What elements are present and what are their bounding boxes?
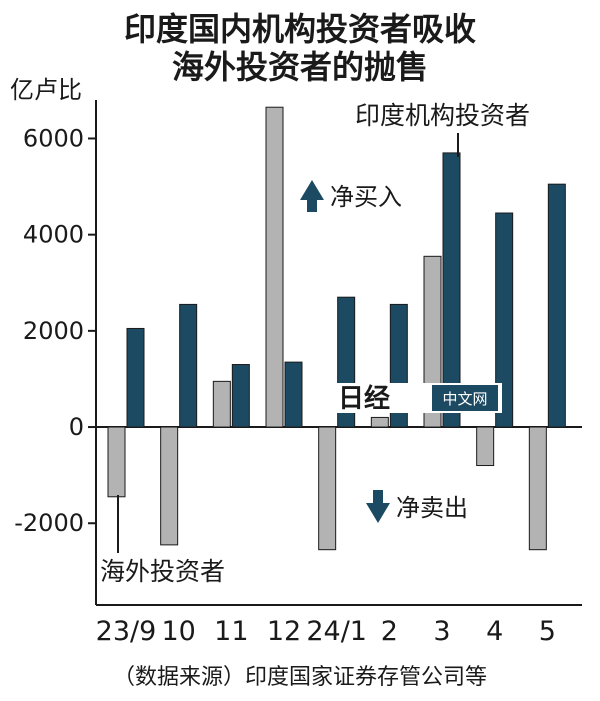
- down-arrow-icon: [366, 490, 390, 523]
- x-tick-label: 12: [267, 616, 301, 647]
- bar-domestic-2: [231, 364, 250, 428]
- x-tick-label: 10: [161, 616, 195, 647]
- up-arrow-icon: [300, 180, 324, 212]
- bar-domestic-1: [179, 303, 198, 428]
- bar-domestic-3: [284, 361, 303, 428]
- chart-title-line2: 海外投资者的抛售: [172, 48, 428, 86]
- bar-foreign-0: [107, 426, 126, 498]
- net-buy-annotation: 净买入: [300, 180, 402, 212]
- bar-foreign-7: [476, 426, 495, 467]
- y-tick-label: -2000: [14, 509, 84, 537]
- watermark-logo: 日经: [338, 383, 390, 414]
- net-buy-label: 净买入: [330, 183, 402, 211]
- bars: [107, 106, 566, 551]
- x-tick-label: 4: [486, 616, 503, 647]
- bar-domestic-0: [126, 327, 145, 428]
- bar-foreign-8: [528, 426, 547, 551]
- legend-label-foreign: 海外投资者: [100, 557, 225, 586]
- source-note: （数据来源）印度国家证券存管公司等: [113, 665, 487, 690]
- x-axis-ticks: 23/9 10 11 12 24/1 2 3 4 5: [96, 616, 556, 647]
- net-sell-annotation: 净卖出: [366, 490, 468, 523]
- bar-foreign-2: [212, 380, 231, 428]
- x-tick-label: 11: [214, 616, 248, 647]
- x-tick-label: 2: [381, 616, 398, 647]
- x-tick-label: 24/1: [306, 616, 367, 647]
- bar-foreign-3: [265, 106, 284, 428]
- x-tick-label: 23/9: [96, 616, 157, 647]
- y-tick-label: 2000: [23, 317, 84, 345]
- watermark-badge: [432, 385, 498, 411]
- bar-domestic-7: [495, 212, 514, 428]
- bar-foreign-1: [160, 426, 179, 546]
- y-tick-label: 0: [69, 413, 84, 441]
- bar-foreign-4: [318, 426, 337, 551]
- y-tick-label: 4000: [23, 221, 84, 249]
- x-tick-label: 5: [539, 616, 556, 647]
- bar-domestic-6: [442, 152, 461, 428]
- net-sell-label: 净卖出: [396, 494, 468, 522]
- legend-label-domestic: 印度机构投资者: [355, 101, 530, 130]
- watermark: 日经 中文网: [332, 383, 502, 414]
- chart-title-line1: 印度国内机构投资者吸收: [124, 10, 476, 48]
- x-tick-label: 3: [433, 616, 450, 647]
- y-tick-label: 6000: [23, 124, 84, 152]
- bar-domestic-8: [547, 183, 566, 428]
- y-axis-unit-label: 亿卢比: [10, 76, 82, 104]
- bar-foreign-5: [370, 416, 389, 428]
- watermark-text: 中文网: [442, 390, 487, 408]
